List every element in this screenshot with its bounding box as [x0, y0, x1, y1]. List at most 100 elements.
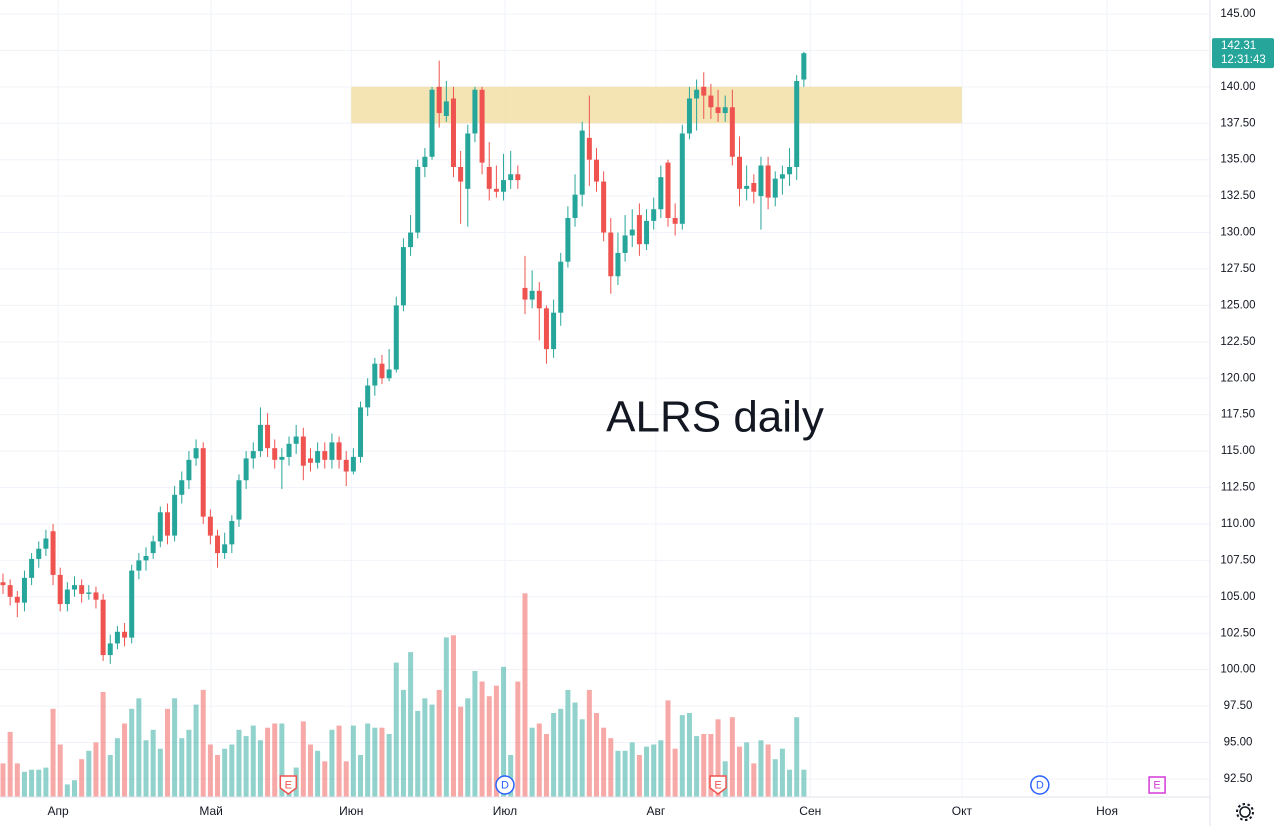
volume-bar [486, 696, 492, 797]
candle-body [501, 180, 507, 192]
candle-body [186, 459, 192, 481]
y-tick-label: 132.50 [1220, 190, 1255, 202]
candle-body [765, 165, 771, 198]
candle-body [694, 89, 700, 99]
event-marker[interactable]: E [709, 775, 727, 795]
candle-body [686, 98, 692, 134]
candle-body [129, 570, 135, 638]
volume-bar [415, 710, 421, 797]
event-marker[interactable]: E [1148, 776, 1166, 794]
volume-bar [765, 744, 771, 797]
event-marker[interactable]: D [495, 775, 515, 795]
volume-bar [736, 746, 743, 797]
x-tick-label: Авг [646, 804, 665, 818]
settings-button[interactable] [1236, 803, 1254, 821]
candle-body [250, 451, 256, 459]
candle-body [229, 521, 235, 545]
volume-bar [551, 713, 557, 797]
y-tick-label: 127.50 [1220, 263, 1255, 275]
event-marker[interactable]: E [279, 775, 298, 795]
volume-bar [172, 698, 178, 797]
volume-bar [593, 713, 599, 797]
volume-bar [744, 742, 750, 797]
candle-body [358, 407, 364, 457]
candle-body [243, 458, 249, 481]
candle-body [57, 574, 63, 605]
volume-bar [64, 784, 70, 797]
volume-bar [315, 750, 321, 797]
y-tick-label: 135.00 [1220, 154, 1255, 166]
volume-bar [715, 719, 721, 797]
volume-bar [772, 759, 778, 797]
volume-bar [579, 719, 585, 797]
candle-body [629, 229, 635, 236]
last-price-box [1212, 38, 1274, 69]
candle-body [443, 101, 449, 116]
candle-body [701, 86, 707, 96]
candle-body [415, 166, 421, 233]
event-shape [1030, 775, 1050, 795]
volume-bar [450, 635, 456, 797]
volume-bar [279, 723, 285, 797]
candle-body [622, 235, 628, 253]
y-tick-label: 112.50 [1221, 482, 1255, 494]
candle-body [615, 252, 621, 277]
candle-body [658, 177, 664, 210]
volume-bar [257, 740, 263, 797]
volume-bar [701, 734, 707, 797]
volume-bar [43, 767, 49, 797]
volume-bar [157, 748, 163, 797]
volume-bar [122, 723, 128, 797]
volume-bar [350, 725, 356, 797]
volume-bar [400, 689, 406, 797]
gear-teeth[interactable] [1236, 803, 1254, 821]
candle-body [179, 480, 185, 495]
candle-body [350, 456, 356, 472]
volume-bar [222, 748, 228, 797]
candle-body [472, 89, 478, 134]
volume-bar [436, 689, 442, 797]
volume-bar [665, 700, 671, 797]
gear[interactable] [1239, 806, 1251, 818]
y-tick-label: 95.00 [1224, 737, 1253, 749]
event-shape [709, 775, 727, 795]
candle-body [172, 494, 178, 536]
volume-bar [272, 723, 278, 797]
volume-bar [179, 738, 185, 797]
volume-bar [429, 704, 435, 797]
candle-body [50, 531, 56, 575]
candle-body [651, 209, 657, 221]
x-tick-label: Ноя [1096, 804, 1118, 818]
x-tick-label: Июл [493, 804, 517, 818]
candle-body [343, 459, 349, 472]
volume-bar [422, 698, 428, 797]
volume-bar [729, 717, 735, 797]
event-marker[interactable]: D [1030, 775, 1050, 795]
volume-bar [186, 729, 192, 797]
candle-body [372, 363, 378, 386]
volume-bar [658, 740, 664, 797]
candle-body [14, 596, 20, 603]
candle-body [114, 631, 120, 644]
y-tick-label: 145.00 [1220, 8, 1255, 20]
volume-bar [193, 704, 199, 797]
volume-bar [586, 689, 592, 797]
candle-body [122, 631, 128, 638]
volume-bar [200, 689, 206, 797]
x-tick-label: Окт [952, 804, 973, 818]
y-tick-label: 107.50 [1220, 554, 1255, 566]
candle-body [479, 89, 485, 163]
volume-bar [536, 723, 542, 797]
candle-body [801, 53, 807, 80]
y-tick-label: 97.50 [1224, 700, 1253, 712]
volume-bar [336, 725, 342, 797]
event-shape [1148, 776, 1166, 794]
candle-body [536, 290, 542, 309]
volume-bar [801, 769, 807, 797]
candle-body [100, 599, 106, 656]
candle-body [665, 162, 671, 218]
candle-body [386, 369, 392, 379]
volume-bar [50, 708, 56, 797]
